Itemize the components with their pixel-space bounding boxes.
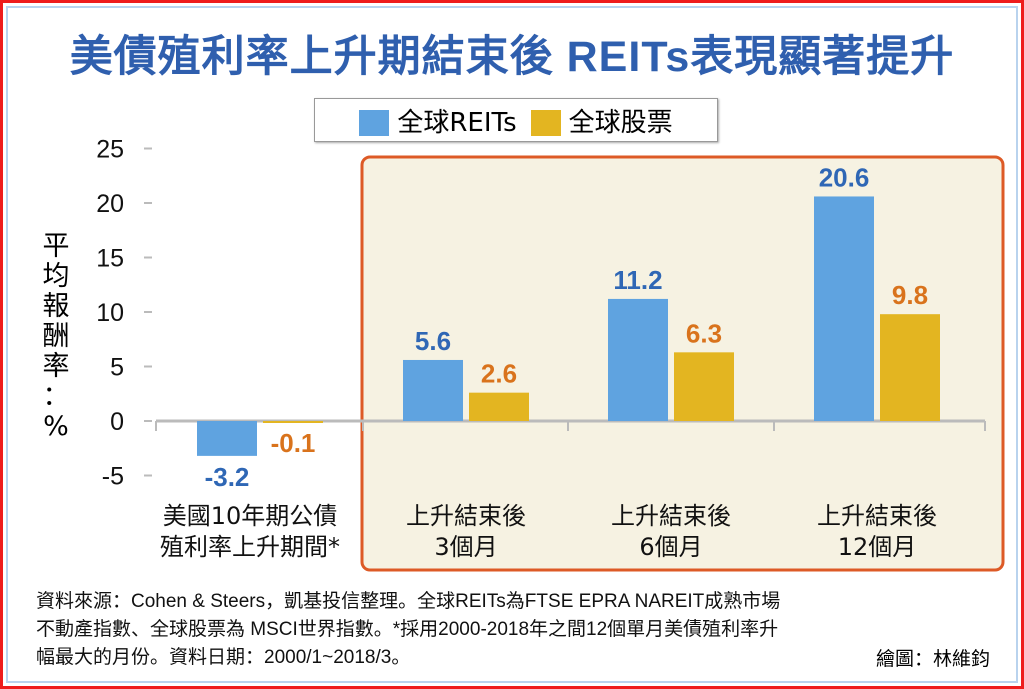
x-category-label: 12個月 [838,533,917,561]
inner-frame [6,6,1018,683]
y-tick-label: 25 [96,136,124,164]
y-label-char: 平 [42,231,70,262]
data-label: 20.6 [819,162,870,192]
x-category-label: 上升結束後 [817,502,937,530]
x-category-label: 上升結束後 [611,502,731,530]
legend-label: 全球股票 [568,107,673,138]
y-axis-label: 平 均 報 酬 率 ： % [38,232,74,442]
note-line: 不動產指數、全球股票為 MSCI世界指數。*採用2000-2018年之間12個單… [36,619,779,640]
legend-swatch-stocks [530,110,561,136]
y-tick-label: 5 [110,354,124,382]
y-tick-label: 0 [110,408,124,436]
y-label-char: 報 [42,291,70,322]
data-label: 6.3 [686,318,722,348]
y-label-char: ： [42,381,70,412]
bar-stocks [674,352,734,421]
y-label-char: 率 [42,351,70,382]
data-label: 11.2 [613,265,662,295]
x-category-label: 6個月 [639,533,702,561]
bar-stocks [880,314,940,421]
bar-stocks [263,421,323,423]
x-category-label: 殖利率上升期間* [160,533,340,561]
y-tick-label: 15 [96,245,124,273]
chart-title: 美債殖利率上升期結束後 REITs表現顯著提升 [69,33,955,81]
note-line: 資料來源：Cohen & Steers，凱基投信整理。全球REITs為FTSE … [36,591,781,612]
legend-item-stocks: 全球股票 [530,102,673,139]
credit: 繪圖：林維鈞 [875,649,990,670]
data-label: 2.6 [481,359,517,389]
note-line: 幅最大的月份。資料日期：2000/1~2018/3。 [36,647,411,668]
source-note: 資料來源：Cohen & Steers，凱基投信整理。全球REITs為FTSE … [36,588,996,672]
x-category-label: 上升結束後 [406,502,526,530]
legend-swatch-reits [359,110,390,136]
x-category-label: 3個月 [434,533,497,561]
y-label-char: % [43,411,69,442]
y-tick-label: 20 [96,190,124,218]
bar-reits [608,298,668,421]
x-category-label: 美國10年期公債 [163,502,338,530]
bar-stocks [469,392,529,421]
data-label: -3.2 [205,462,250,492]
data-label: 5.6 [415,326,451,356]
y-tick-label: 10 [96,299,124,327]
legend: 全球REITs 全球股票 [314,98,718,142]
legend-item-reits: 全球REITs [359,102,517,139]
bar-reits [197,421,257,456]
data-label: 9.8 [892,280,928,310]
y-label-char: 酬 [42,321,70,352]
y-label-char: 均 [42,261,70,292]
bar-reits [403,359,463,421]
data-label: -0.1 [271,428,316,458]
legend-label: 全球REITs [397,107,517,138]
bar-reits [814,196,874,421]
y-tick-label: -5 [102,463,124,491]
